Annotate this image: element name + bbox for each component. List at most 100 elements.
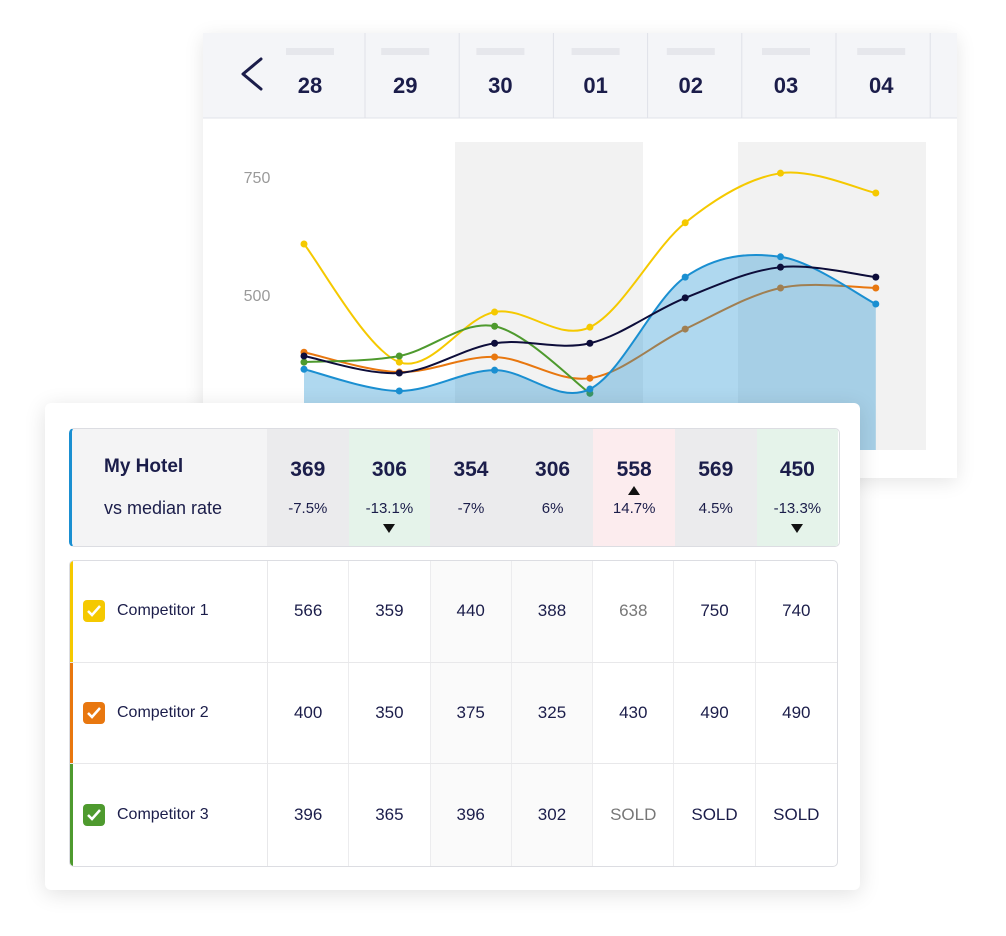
date-label: 02: [679, 73, 703, 98]
rate-diff: -13.3%: [773, 500, 822, 517]
competitor-label: Competitor 1: [70, 561, 268, 662]
date-header: [203, 33, 957, 118]
my-hotel-row: My Hotel vs median rate 369 -7.5% 306 -13.1…: [69, 428, 840, 547]
rate-diff: -7.5%: [288, 500, 328, 517]
series-point: [395, 387, 403, 395]
series-point: [491, 322, 499, 330]
rate: 354: [453, 458, 489, 481]
competitor-rate: 638: [593, 561, 675, 662]
competitor-rate: 350: [349, 662, 431, 764]
chart: 28 29 30 01 02 03 04 500 750: [203, 33, 957, 450]
rate: 558: [616, 458, 652, 481]
date-label: 04: [869, 73, 894, 98]
competitor-rate: 440: [430, 561, 512, 662]
competitor-rate: 566: [268, 561, 350, 662]
checkbox[interactable]: [83, 702, 105, 725]
header-placeholder: [381, 48, 430, 55]
series-point: [872, 300, 880, 308]
competitor-name: Competitor 1: [117, 602, 209, 620]
competitors-table: Competitor 1 566 359 440 388 638 750 740 Competi…: [69, 560, 838, 867]
check-icon: [87, 605, 101, 618]
y-tick-label: 500: [244, 288, 271, 305]
competitor-row: Competitor 1 566 359 440 388 638 750 740: [70, 561, 837, 663]
header-placeholder: [666, 48, 715, 55]
rate-diff: -7%: [457, 500, 485, 517]
header-placeholder: [857, 48, 906, 55]
competitor-rate: 325: [511, 662, 594, 764]
my-hotel-sublabel: vs median rate: [104, 498, 223, 518]
competitor-rate: 490: [782, 703, 811, 723]
date-label: 30: [488, 73, 512, 98]
rate-diff: -13.1%: [365, 500, 414, 517]
series-point: [491, 308, 499, 316]
rate-cell: 306 6%: [511, 429, 594, 546]
series-point: [681, 273, 689, 281]
y-tick-label: 750: [244, 170, 271, 187]
rate-diff: 4.5%: [698, 500, 733, 517]
competitor-row: Competitor 3 396 365 396 302 SOLD SOLD SOLD: [70, 764, 837, 866]
series-point: [395, 358, 403, 366]
competitor-row: Competitor 2 400 350 375 325 430 490 490: [70, 662, 837, 765]
rates-card: My Hotel vs median rate 369 -7.5% 306 -13.1…: [45, 403, 860, 890]
competitor-name: Competitor 2: [117, 704, 209, 722]
series-line: [303, 324, 591, 395]
series-point: [300, 358, 308, 366]
series-point: [491, 366, 499, 374]
rate-cell: 306 -13.1%: [348, 429, 431, 546]
series-point: [300, 365, 308, 373]
series-point: [586, 323, 594, 331]
competitor-rate: 365: [349, 764, 431, 866]
competitor-name: Competitor 3: [117, 806, 209, 824]
series-point: [777, 253, 784, 261]
competitor-rate: 302: [511, 764, 594, 866]
competitor-rate: 396: [268, 764, 350, 866]
competitor-rate: 388: [511, 561, 594, 662]
series-point: [681, 325, 689, 333]
rate: 306: [535, 458, 571, 481]
header-placeholder: [286, 48, 334, 55]
series-point: [777, 169, 784, 177]
series-area: [304, 254, 876, 450]
rate-cell: 354 -7%: [430, 429, 512, 546]
competitor-rate: 740: [782, 601, 811, 621]
series-point: [586, 339, 594, 347]
rate: 569: [698, 458, 734, 481]
series-point: [491, 339, 499, 347]
header-placeholder: [762, 48, 810, 55]
check-icon: [87, 809, 101, 822]
competitor-rate: 430: [593, 662, 675, 764]
competitor-rate: 490: [674, 662, 756, 764]
header-placeholder: [476, 48, 525, 55]
weekend-band: [455, 142, 643, 450]
rate: 306: [371, 458, 407, 481]
rate-cell: 450 -13.3%: [756, 429, 839, 546]
competitor-rate: 396: [430, 764, 512, 866]
competitor-label: Competitor 2: [70, 662, 268, 764]
series-point: [395, 369, 403, 377]
competitor-rate: 750: [674, 561, 756, 662]
competitor-rate: 400: [268, 662, 350, 764]
series-point: [681, 294, 689, 302]
series-point: [872, 273, 880, 281]
checkbox[interactable]: [83, 804, 105, 827]
rate: 369: [290, 458, 326, 481]
rate: 450: [779, 458, 815, 481]
rate-cell: 369 -7.5%: [267, 429, 349, 546]
checkbox[interactable]: [83, 600, 105, 623]
weekend-band: [738, 142, 926, 450]
competitor-rate: 375: [430, 662, 512, 764]
rate-diff: 6%: [541, 500, 564, 517]
series-point: [300, 352, 308, 360]
series-point: [300, 240, 308, 248]
date-label: 28: [298, 73, 322, 98]
back-button[interactable]: [241, 57, 263, 91]
check-icon: [87, 707, 101, 719]
series-point: [777, 263, 784, 271]
competitor-label: Competitor 3: [70, 764, 268, 866]
rate-diff: 14.7%: [612, 500, 656, 517]
rate-cell: 558 14.7%: [593, 429, 675, 546]
competitor-rate: SOLD: [674, 764, 756, 866]
series-point: [872, 189, 880, 197]
trend-arrow: [383, 524, 396, 533]
